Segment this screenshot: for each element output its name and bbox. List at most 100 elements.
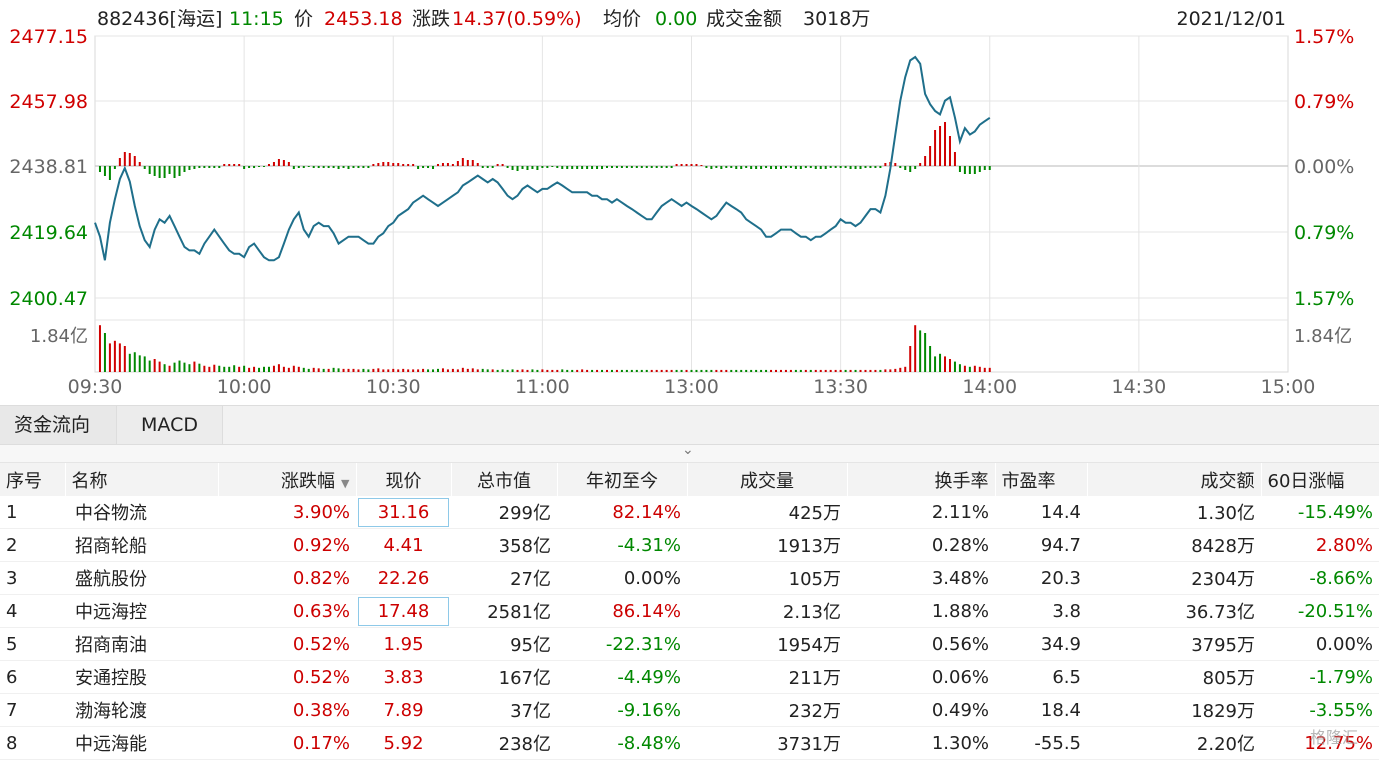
- indicator-bar: [526, 166, 529, 170]
- volume-bar: [864, 369, 867, 372]
- indicator-bar: [327, 166, 330, 168]
- volume-bar: [461, 367, 464, 372]
- volume-bar: [113, 340, 116, 372]
- indicator-bar: [342, 166, 345, 168]
- col-header[interactable]: 成交量: [687, 463, 848, 496]
- col-header[interactable]: 换手率: [847, 463, 996, 496]
- indicator-bar: [128, 153, 131, 166]
- indicator-bar: [372, 164, 375, 166]
- cell-60d-change: -15.49%: [1261, 496, 1379, 529]
- indicator-bar: [695, 164, 698, 166]
- volume-bar: [601, 369, 604, 372]
- table-row[interactable]: 3 盛航股份 0.82% 22.26 27亿 0.00% 105万 3.48% 20.3 2304…: [0, 561, 1379, 595]
- cell-turnover-rate: 0.06%: [847, 660, 995, 694]
- indicator-bar: [710, 166, 713, 169]
- col-header[interactable]: 序号: [0, 463, 66, 496]
- col-header[interactable]: 总市值: [451, 463, 558, 496]
- indicator-bar: [178, 166, 181, 176]
- indicator-bar: [312, 166, 315, 168]
- tab-money-flow[interactable]: 资金流向: [0, 406, 117, 444]
- volume-bar: [640, 369, 643, 372]
- table-row[interactable]: 6 安通控股 0.52% 3.83 167亿 -4.49% 211万 0.06% 6.5 805万…: [0, 660, 1379, 694]
- volume-bar: [322, 368, 325, 372]
- volume-bar: [178, 360, 181, 372]
- x-tick-label: 13:30: [813, 376, 868, 398]
- indicator-bar: [884, 163, 887, 166]
- col-header[interactable]: 年初至今: [557, 463, 688, 496]
- indicator-bar: [531, 166, 534, 169]
- table-row[interactable]: 8 中远海能 0.17% 5.92 238亿 -8.48% 3731万 1.30% -55.5 2…: [0, 726, 1379, 760]
- indicator-bar: [869, 166, 872, 168]
- volume-bar: [750, 369, 753, 372]
- cell-price: 31.16: [356, 496, 451, 529]
- cell-index: 2: [0, 528, 65, 562]
- volume-bar: [983, 367, 986, 372]
- header-price-label: 价: [294, 8, 313, 30]
- indicator-bar: [322, 166, 325, 168]
- indicator-bar: [660, 166, 663, 168]
- col-header[interactable]: 60日涨幅: [1261, 463, 1379, 496]
- volume-bar: [407, 369, 410, 372]
- volume-bar: [675, 369, 678, 372]
- table-row[interactable]: 4 中远海控 0.63% 17.48 2581亿 86.14% 2.13亿 1.88% 3.8 3…: [0, 594, 1379, 628]
- volume-bar: [779, 369, 782, 372]
- indicator-bar: [332, 166, 335, 168]
- indicator-bar: [471, 160, 474, 166]
- volume-bar: [521, 369, 524, 372]
- table-row[interactable]: 1 中谷物流 3.90% 31.16 299亿 82.14% 425万 2.11% 14.4 1.…: [0, 496, 1379, 529]
- indicator-bar: [203, 166, 206, 168]
- indicator-bar: [914, 166, 917, 169]
- col-header-change-sorted[interactable]: 涨跌幅 ▼: [218, 463, 357, 496]
- volume-bar: [277, 364, 280, 372]
- indicator-bar: [123, 152, 126, 166]
- indicator-bar: [859, 166, 862, 169]
- double-chevron-down-icon[interactable]: ⌄: [682, 442, 694, 458]
- table-row[interactable]: 7 渤海轮渡 0.38% 7.89 37亿 -9.16% 232万 0.49% 18.4 1829…: [0, 693, 1379, 727]
- indicator-bar: [963, 166, 966, 174]
- table-row[interactable]: 2 招商轮船 0.92% 4.41 358亿 -4.31% 1913万 0.28% 94.7 84…: [0, 528, 1379, 562]
- tab-macd[interactable]: MACD: [117, 406, 223, 444]
- volume-bar: [591, 369, 594, 372]
- y-left-tick-label: 2457.98: [9, 91, 88, 113]
- cell-60d-change: -8.66%: [1261, 561, 1379, 595]
- header-avg-label: 均价: [603, 8, 641, 30]
- axis-labels: 2477.15 2457.98 2438.81 2419.64 2400.47 1.57%…: [9, 26, 1354, 398]
- volume-bar: [720, 369, 723, 372]
- indicator-bar: [208, 166, 211, 168]
- indicator-bar: [804, 166, 807, 168]
- cell-amount: 2304万: [1087, 561, 1261, 595]
- indicator-bar: [765, 166, 768, 168]
- volume-bar: [436, 368, 439, 372]
- col-header[interactable]: 名称: [65, 463, 219, 496]
- volume-bar: [272, 365, 275, 372]
- cell-amount: 805万: [1087, 660, 1261, 694]
- cell-price: 17.48: [356, 594, 451, 628]
- col-header[interactable]: 成交额: [1087, 463, 1262, 496]
- y-left-tick-label: 2477.15: [9, 26, 88, 48]
- header-time: 11:15: [229, 8, 284, 30]
- x-tick-label: 11:00: [515, 376, 570, 398]
- x-tick-label: 10:30: [366, 376, 421, 398]
- col-header[interactable]: 市盈率: [995, 463, 1088, 496]
- col-header[interactable]: 现价: [356, 463, 452, 496]
- header-turnover-label: 成交金额: [706, 8, 782, 30]
- table-row[interactable]: 5 招商南油 0.52% 1.95 95亿 -22.31% 1954万 0.56% 34.9 37…: [0, 627, 1379, 661]
- indicator-bar: [680, 164, 683, 166]
- collapse-bar[interactable]: ⌄: [0, 442, 1379, 463]
- volume-bar: [287, 367, 290, 372]
- volume-bar: [948, 359, 951, 372]
- volume-bar: [148, 360, 151, 372]
- y-right-tick-label: 0.79%: [1294, 91, 1354, 113]
- indicator-bar: [819, 166, 822, 169]
- volume-bar: [650, 369, 653, 372]
- sort-desc-icon[interactable]: ▼: [341, 476, 350, 490]
- cell-name: 招商轮船: [65, 528, 218, 562]
- cell-price: 1.95: [356, 627, 451, 661]
- indicator-bar: [501, 164, 504, 166]
- cell-ytd: -22.31%: [557, 627, 687, 661]
- volume-bar: [347, 368, 350, 372]
- volume-bar: [481, 368, 484, 372]
- cell-market-cap: 2581亿: [451, 594, 557, 628]
- indicator-bar: [605, 166, 608, 168]
- indicator-bar: [725, 166, 728, 168]
